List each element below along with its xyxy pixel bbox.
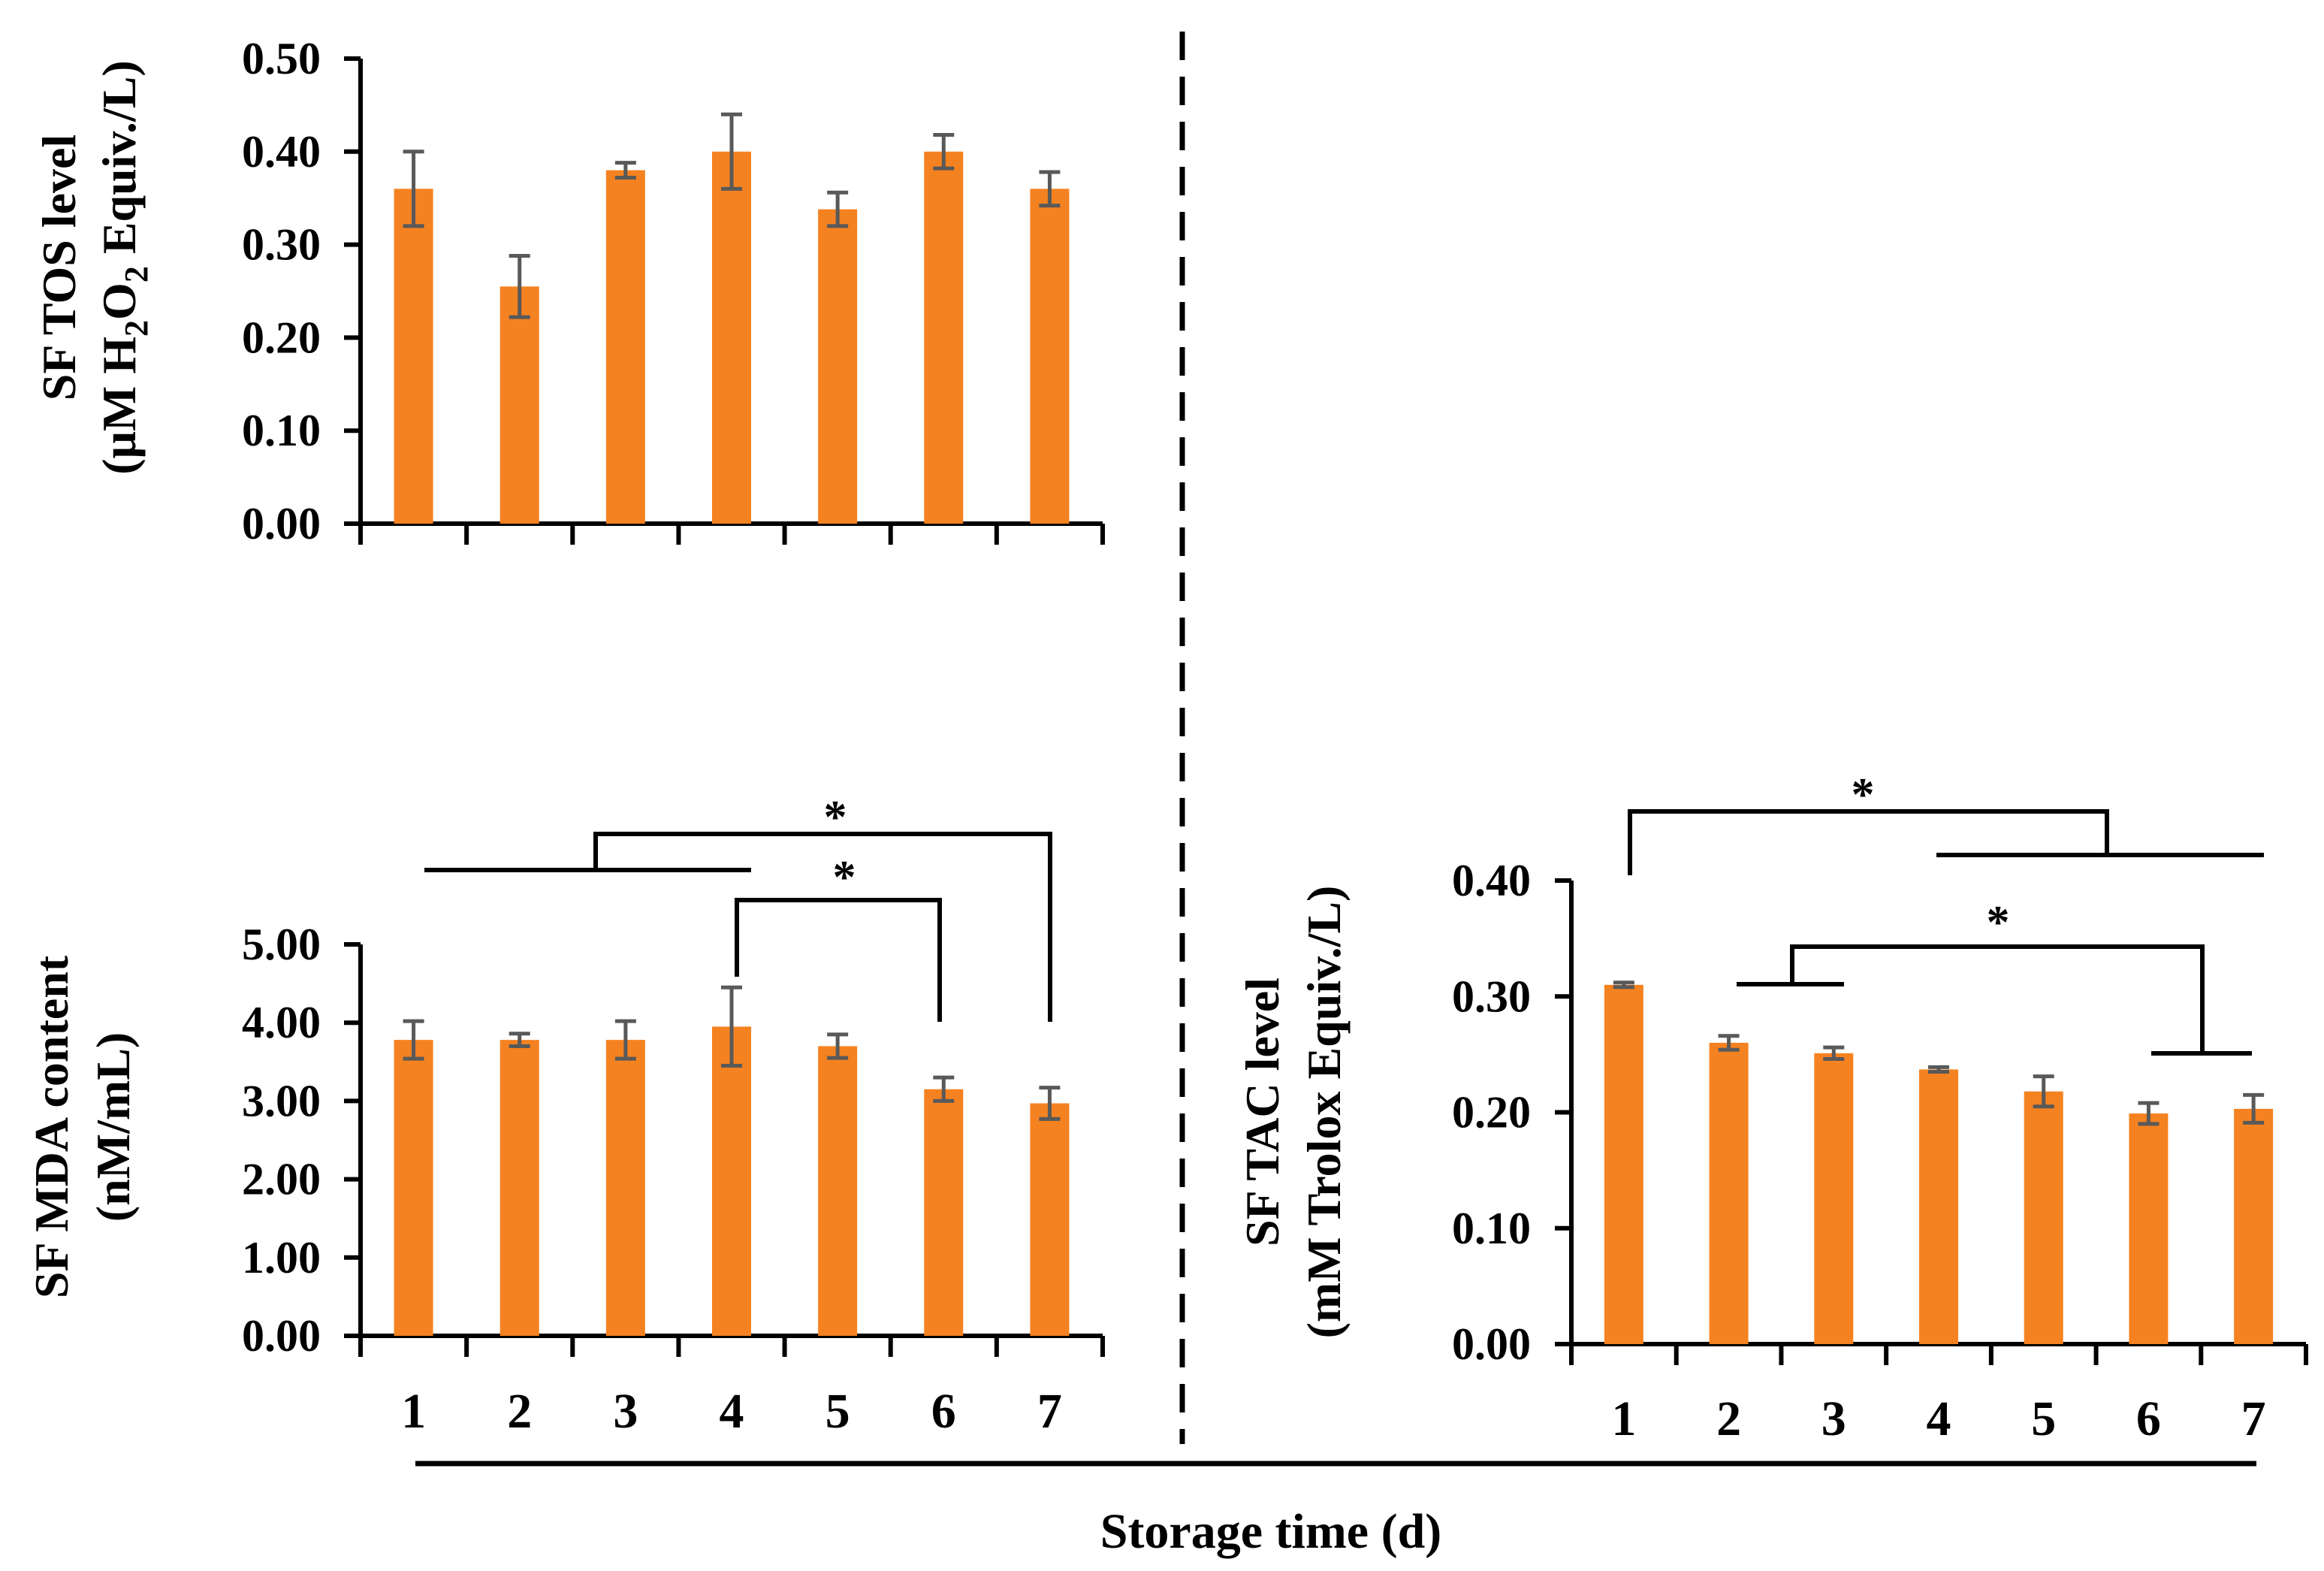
tac-error-bar-1 — [1613, 980, 1634, 989]
tac-y-tick-label: 0.10 — [1452, 1204, 1531, 1253]
mda-error-bar-1 — [403, 1019, 424, 1061]
tac-x-tick-label: 5 — [2031, 1391, 2056, 1446]
tac-y-tick-label: 0.20 — [1452, 1088, 1531, 1137]
mda-bar-3 — [605, 1040, 645, 1336]
mda-error-bar-3 — [614, 1019, 636, 1061]
mda-error-bar-4 — [721, 985, 742, 1068]
tos-bar-1 — [394, 189, 433, 524]
mda-y-tick-label: 1.00 — [242, 1233, 321, 1282]
mda-x-tick-label: 2 — [507, 1384, 532, 1439]
tac-error-bar-4 — [1928, 1065, 1949, 1074]
mda-y-tick-label: 5.00 — [242, 920, 321, 969]
mda-x-tick-label: 6 — [931, 1384, 956, 1439]
mda-y-tick-label: 3.00 — [242, 1076, 321, 1125]
tos-y-tick-label: 0.50 — [242, 34, 321, 83]
tos-error-bar-6 — [933, 133, 955, 171]
tos-bar-7 — [1030, 189, 1070, 524]
tos-ylabel-line1: SF TOS level — [32, 134, 86, 400]
mda-error-bar-6 — [933, 1075, 955, 1103]
tos-y-tick-label: 0.10 — [242, 406, 321, 455]
tos-y-tick-label: 0.00 — [242, 499, 321, 548]
tos-error-bar-7 — [1039, 170, 1061, 208]
mda-error-bar-7 — [1039, 1086, 1061, 1121]
tos-error-bar-3 — [614, 161, 636, 180]
tac-bar-5 — [2024, 1091, 2063, 1344]
mda-sig-star-2: * — [833, 852, 856, 903]
tos-panel: SF TOS level (μM H2O2 Equiv./L) 0.00 0.10… — [32, 34, 1105, 548]
mda-error-bar-5 — [827, 1032, 849, 1060]
mda-sig-star-1: * — [824, 792, 847, 843]
mda-x-tick-label: 4 — [720, 1384, 744, 1439]
tac-sig-bracket-2-3-vs-6-7 — [1737, 944, 2252, 1056]
tos-bar-3 — [605, 170, 645, 524]
mda-bar-7 — [1030, 1103, 1070, 1336]
tac-error-bar-7 — [2243, 1092, 2265, 1125]
tac-bar-3 — [1814, 1053, 1854, 1344]
mda-x-tick-label: 1 — [401, 1384, 426, 1439]
tos-error-bar-4 — [721, 112, 742, 191]
tac-y-tick-label: 0.40 — [1452, 856, 1531, 905]
tac-y-tick-label: 0.00 — [1452, 1319, 1531, 1369]
mda-bar-5 — [818, 1046, 858, 1336]
tos-bar-4 — [712, 151, 751, 524]
tac-bar-1 — [1604, 984, 1643, 1344]
mda-panel: SF MDA content (nM/mL) * * 0.00 1.00 2.00 3… — [25, 792, 1105, 1439]
tac-sig-star-2: * — [1987, 897, 2010, 948]
mda-y-tick-label: 0.00 — [242, 1311, 321, 1361]
mda-bar-6 — [924, 1089, 964, 1336]
mda-y-tick-label: 2.00 — [242, 1155, 321, 1204]
tos-bar-6 — [924, 151, 964, 524]
tac-ylabel-line1: SF TAC level — [1236, 977, 1289, 1246]
tos-bar-2 — [500, 286, 539, 524]
tac-bar-4 — [1919, 1069, 1958, 1344]
mda-x-tick-label: 7 — [1037, 1384, 1062, 1439]
mda-y-tick-label: 4.00 — [242, 998, 321, 1047]
tac-y-tick-label: 0.30 — [1452, 971, 1531, 1021]
x-axis-label: Storage time (d) — [1100, 1504, 1442, 1559]
tac-bar-7 — [2234, 1108, 2274, 1344]
tos-error-bar-2 — [509, 253, 530, 319]
tos-y-tick-label: 0.20 — [242, 313, 321, 362]
mda-bar-1 — [394, 1040, 433, 1336]
tac-panel: SF TAC level (mM Trolox Equiv./L) * * 0.… — [1236, 769, 2308, 1446]
tac-sig-star-1: * — [1852, 769, 1875, 820]
tac-x-tick-label: 3 — [1821, 1391, 1846, 1446]
tac-sig-bracket-1-vs-4-7 — [1628, 809, 2264, 875]
tac-x-tick-label: 6 — [2136, 1391, 2161, 1446]
tos-ylabel-line2: (μM H2O2 Equiv./L) — [92, 60, 155, 474]
tos-error-bar-5 — [827, 190, 849, 228]
mda-sig-bracket-1-4-vs-7 — [424, 832, 1052, 1022]
mda-sig-bracket-4-vs-6 — [735, 898, 942, 1022]
tac-error-bar-5 — [2033, 1074, 2054, 1109]
tos-y-tick-label: 0.40 — [242, 127, 321, 177]
tac-bar-2 — [1709, 1042, 1749, 1344]
tac-error-bar-2 — [1718, 1034, 1740, 1052]
tac-bar-6 — [2129, 1113, 2169, 1344]
tos-y-tick-label: 0.30 — [242, 220, 321, 270]
mda-ylabel-line1: SF MDA content — [25, 955, 78, 1298]
tac-ylabel-line2: (mM Trolox Equiv./L) — [1297, 886, 1351, 1339]
mda-bar-2 — [500, 1040, 539, 1336]
mda-x-tick-label: 5 — [825, 1384, 850, 1439]
tac-x-tick-label: 4 — [1927, 1391, 1951, 1446]
mda-error-bar-2 — [509, 1032, 530, 1048]
tac-x-tick-label: 2 — [1716, 1391, 1741, 1446]
mda-ylabel-line2: (nM/mL) — [86, 1032, 140, 1222]
mda-x-tick-label: 3 — [613, 1384, 638, 1439]
tos-bar-5 — [818, 209, 858, 524]
mda-bar-4 — [712, 1026, 751, 1336]
tac-x-tick-label: 1 — [1611, 1391, 1636, 1446]
tac-error-bar-3 — [1823, 1045, 1845, 1062]
tac-x-tick-label: 7 — [2241, 1391, 2266, 1446]
tac-error-bar-6 — [2138, 1101, 2160, 1126]
tos-error-bar-1 — [403, 150, 424, 228]
